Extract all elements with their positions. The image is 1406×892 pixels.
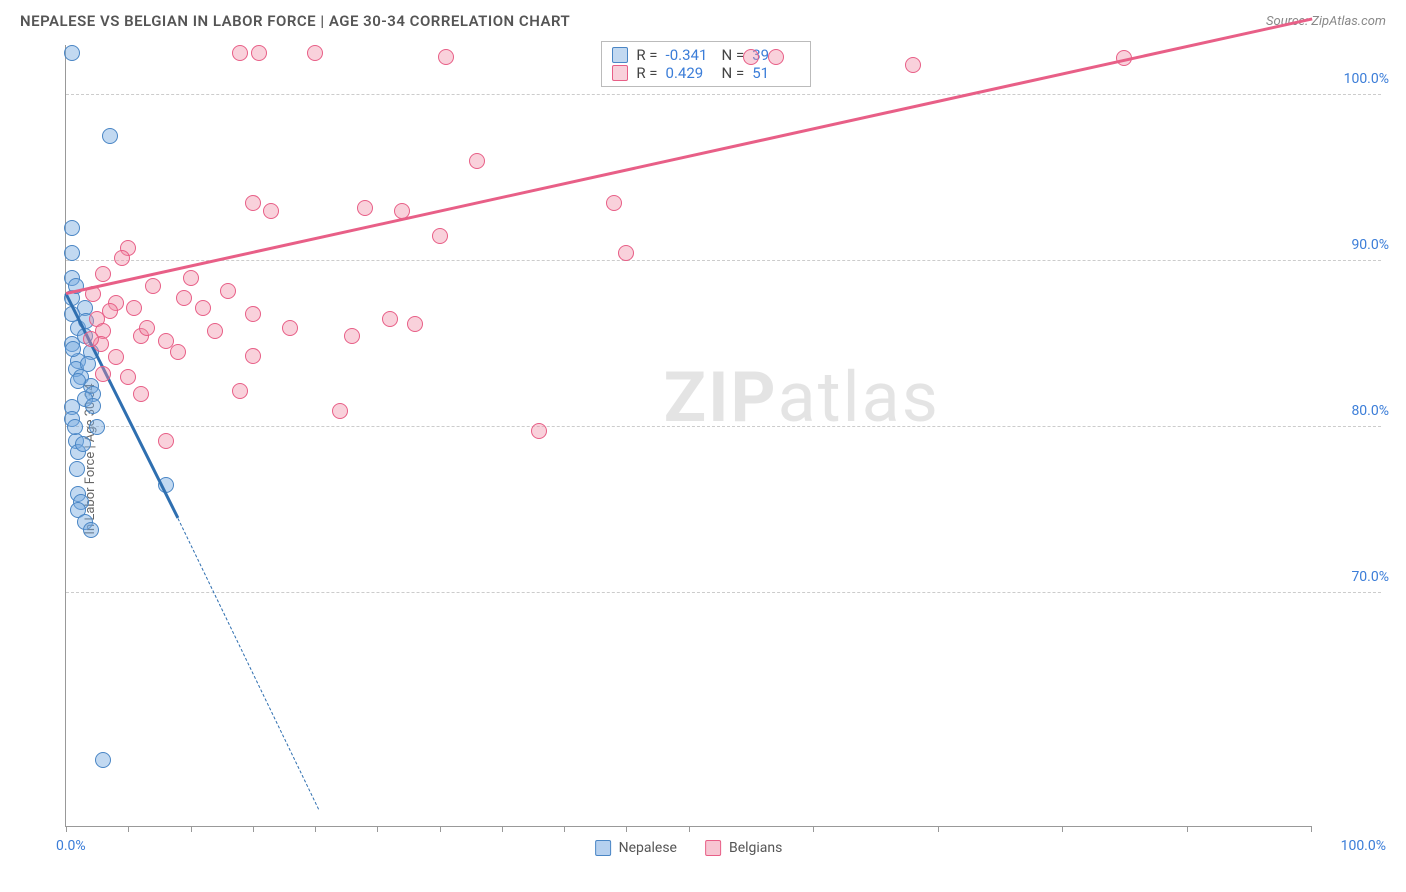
data-point <box>332 403 348 419</box>
data-point <box>114 250 130 266</box>
data-point <box>158 433 174 449</box>
x-tick <box>191 826 192 832</box>
x-tick <box>1311 826 1312 832</box>
r-value: 0.429 <box>666 64 714 82</box>
data-point <box>531 423 547 439</box>
gridline <box>66 592 1381 593</box>
legend-label: Belgians <box>729 840 782 856</box>
data-point <box>183 270 199 286</box>
data-point <box>232 45 248 61</box>
n-value: 51 <box>752 64 800 82</box>
data-point <box>232 383 248 399</box>
data-point <box>64 220 80 236</box>
x-tick <box>1187 826 1188 832</box>
y-tick-label: 80.0% <box>1351 403 1389 419</box>
legend-swatch <box>595 840 611 856</box>
data-point <box>245 306 261 322</box>
data-point <box>438 49 454 65</box>
data-point <box>83 331 99 347</box>
data-point <box>263 203 279 219</box>
data-point <box>176 290 192 306</box>
data-point <box>469 153 485 169</box>
x-tick <box>502 826 503 832</box>
legend-item: Belgians <box>705 840 782 856</box>
data-point <box>95 752 111 768</box>
x-tick <box>689 826 690 832</box>
data-point <box>905 57 921 73</box>
data-point <box>133 386 149 402</box>
data-point <box>69 461 85 477</box>
data-point <box>70 373 86 389</box>
x-tick <box>938 826 939 832</box>
data-point <box>64 45 80 61</box>
data-point <box>65 341 81 357</box>
y-tick-label: 70.0% <box>1351 569 1389 585</box>
chart-title: NEPALESE VS BELGIAN IN LABOR FORCE | AGE… <box>20 12 570 30</box>
data-point <box>89 419 105 435</box>
data-point <box>95 366 111 382</box>
data-point <box>382 311 398 327</box>
data-point <box>743 49 759 65</box>
x-min-label: 0.0% <box>56 838 86 854</box>
data-point <box>307 45 323 61</box>
data-point <box>80 356 96 372</box>
data-point <box>407 316 423 332</box>
data-point <box>75 436 91 452</box>
data-point <box>145 278 161 294</box>
data-point <box>282 320 298 336</box>
y-tick-label: 100.0% <box>1344 71 1389 87</box>
data-point <box>606 195 622 211</box>
data-point <box>85 398 101 414</box>
series-swatch <box>612 47 628 63</box>
data-point <box>83 522 99 538</box>
data-point <box>120 369 136 385</box>
stats-row: R =0.429N =51 <box>612 64 800 82</box>
series-swatch <box>612 65 628 81</box>
r-value: -0.341 <box>666 46 714 64</box>
y-tick-label: 90.0% <box>1351 237 1389 253</box>
data-point <box>344 328 360 344</box>
x-tick <box>813 826 814 832</box>
data-point <box>357 200 373 216</box>
data-point <box>220 283 236 299</box>
legend-swatch <box>705 840 721 856</box>
stats-box: R =-0.341N =39R =0.429N =51 <box>601 41 811 87</box>
data-point <box>245 348 261 364</box>
x-max-label: 100.0% <box>1341 838 1386 854</box>
data-point <box>170 344 186 360</box>
data-point <box>207 323 223 339</box>
data-point <box>126 300 142 316</box>
x-tick <box>253 826 254 832</box>
data-point <box>245 195 261 211</box>
legend-item: Nepalese <box>595 840 677 856</box>
data-point <box>195 300 211 316</box>
data-point <box>618 245 634 261</box>
trend-line <box>178 518 320 810</box>
legend: Nepalese Belgians <box>595 840 783 856</box>
gridline <box>66 94 1381 95</box>
x-tick <box>377 826 378 832</box>
x-tick <box>564 826 565 832</box>
plot-area: ZIPatlas R =-0.341N =39R =0.429N =51 0.0… <box>65 45 1311 827</box>
data-point <box>64 245 80 261</box>
data-point <box>251 45 267 61</box>
data-point <box>95 266 111 282</box>
x-tick <box>128 826 129 832</box>
gridline <box>66 426 1381 427</box>
data-point <box>67 419 83 435</box>
x-tick <box>626 826 627 832</box>
x-tick <box>315 826 316 832</box>
data-point <box>432 228 448 244</box>
legend-label: Nepalese <box>619 840 677 856</box>
data-point <box>768 49 784 65</box>
source-label: Source: ZipAtlas.com <box>1266 14 1386 29</box>
data-point <box>139 320 155 336</box>
data-point <box>108 349 124 365</box>
chart-container: In Labor Force | Age 30-34 ZIPatlas R =-… <box>20 45 1396 872</box>
data-point <box>102 128 118 144</box>
x-tick <box>1062 826 1063 832</box>
gridline <box>66 260 1381 261</box>
x-tick <box>66 826 67 832</box>
x-tick <box>440 826 441 832</box>
